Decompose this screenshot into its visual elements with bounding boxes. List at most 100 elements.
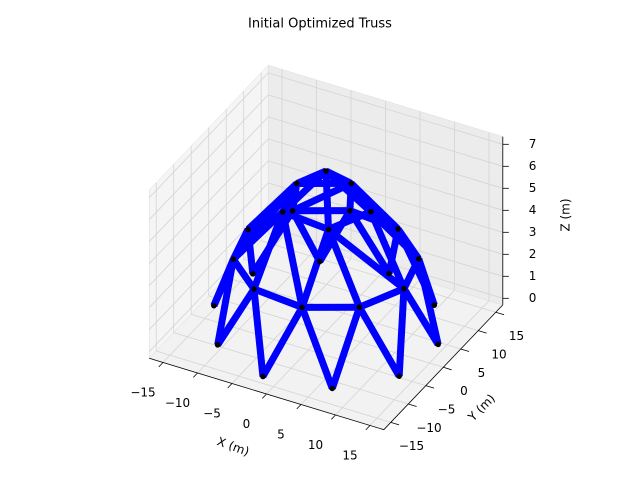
truss-member xyxy=(326,226,407,292)
truss-member xyxy=(368,209,422,262)
x-tick-mark xyxy=(262,393,267,399)
truss-member xyxy=(400,257,422,291)
grid-line xyxy=(268,138,503,211)
truss-node xyxy=(347,207,353,214)
truss-node xyxy=(289,207,296,214)
truss-node xyxy=(251,286,257,292)
truss-node xyxy=(316,258,323,265)
truss-node xyxy=(386,270,392,277)
truss-member xyxy=(327,208,373,233)
grid-line xyxy=(148,116,269,242)
truss-member xyxy=(328,306,363,390)
grid-line xyxy=(261,240,496,313)
truss-member xyxy=(280,168,329,215)
truss-member xyxy=(214,258,237,346)
truss-node xyxy=(401,285,407,292)
z-axis-label: Z (m) xyxy=(559,198,573,231)
truss-node xyxy=(329,385,336,392)
x-tick-label: −5 xyxy=(203,407,221,421)
y-tick-label: 15 xyxy=(509,329,524,343)
y-tick-label: −15 xyxy=(399,439,424,453)
truss-node xyxy=(211,302,217,309)
x-tick-mark xyxy=(365,425,371,431)
truss-member xyxy=(395,288,408,377)
truss-member xyxy=(252,285,304,311)
y-axis-label: Y (m) xyxy=(465,391,498,424)
x-tick-label: 10 xyxy=(308,438,323,452)
truss-node xyxy=(250,271,256,277)
y-tick-label: −5 xyxy=(438,402,456,416)
truss-node xyxy=(368,208,374,215)
z-tick-label: 5 xyxy=(529,181,537,195)
truss-member xyxy=(259,305,306,379)
truss-node xyxy=(230,256,237,263)
truss-member xyxy=(250,288,267,377)
x-tick-mark xyxy=(331,414,336,420)
truss-member xyxy=(356,305,403,378)
x-tick-label: 15 xyxy=(342,449,357,463)
z-tick-label: 7 xyxy=(529,137,537,151)
truss-member xyxy=(298,306,336,390)
grid-line xyxy=(173,332,409,405)
truss-member xyxy=(415,258,442,346)
x-tick-mark xyxy=(227,383,233,389)
truss-member xyxy=(279,211,306,309)
truss-member xyxy=(214,287,257,347)
y-tick-label: 0 xyxy=(460,384,468,398)
truss-member xyxy=(322,170,332,230)
y-tick-mark xyxy=(443,366,452,371)
grid-line xyxy=(268,72,503,145)
y-tick-mark xyxy=(408,403,417,407)
z-tick-label: 0 xyxy=(529,291,537,305)
grid-line xyxy=(156,350,391,423)
truss-member xyxy=(230,257,257,291)
truss-node xyxy=(396,373,402,379)
y-tick-mark xyxy=(478,330,487,334)
truss-node xyxy=(435,341,441,348)
truss-node xyxy=(245,226,251,233)
x-tick-label: −10 xyxy=(165,396,190,410)
truss-node xyxy=(348,180,355,187)
truss-node xyxy=(214,342,221,348)
y-tick-mark xyxy=(495,311,505,316)
x-tick-mark xyxy=(158,362,164,368)
grid-line xyxy=(148,138,269,264)
truss-node xyxy=(279,209,286,215)
x-tick-mark xyxy=(193,372,198,378)
y-tick-label: 5 xyxy=(478,366,486,380)
truss-node xyxy=(260,373,266,380)
truss-node xyxy=(293,180,300,187)
z-tick-label: 2 xyxy=(529,247,537,261)
truss-member xyxy=(250,210,287,291)
truss-node xyxy=(395,226,401,232)
y-tick-mark xyxy=(425,385,435,389)
truss-member xyxy=(358,285,406,311)
truss-node xyxy=(323,168,329,174)
truss-member xyxy=(230,209,286,262)
truss-member xyxy=(367,210,408,291)
x-tick-label: 5 xyxy=(277,428,285,442)
grid-line xyxy=(243,258,479,331)
y-tick-mark xyxy=(460,348,470,352)
z-tick-label: 3 xyxy=(529,225,537,239)
x-axis-label: X (m) xyxy=(215,434,251,458)
grid-line xyxy=(148,94,269,220)
x-axis-line xyxy=(149,357,384,431)
chart-title: Initial Optimized Truss xyxy=(248,17,392,32)
y-tick-mark xyxy=(390,421,400,426)
grid-line xyxy=(226,277,461,350)
y-tick-label: 10 xyxy=(491,347,506,361)
truss-member xyxy=(281,208,330,233)
y-axis-line xyxy=(383,304,504,430)
grid-line xyxy=(268,160,503,233)
grid-line xyxy=(148,182,269,308)
grid-line xyxy=(208,295,444,368)
truss-member xyxy=(400,286,442,347)
z-tick-label: 1 xyxy=(529,269,537,283)
truss-node xyxy=(299,304,305,311)
grid-line xyxy=(148,72,269,198)
grid-line xyxy=(268,116,503,189)
truss-node xyxy=(431,302,438,308)
truss-member xyxy=(325,228,363,309)
